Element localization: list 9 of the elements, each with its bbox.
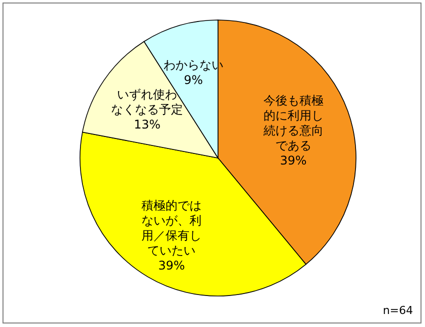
slice-label: わからない bbox=[163, 58, 224, 72]
data-label: 39% bbox=[280, 153, 307, 168]
slice-label: 積極的ではないが、利用／保有していたい bbox=[142, 198, 202, 258]
text: n=64 bbox=[382, 304, 413, 317]
data-label: 9% bbox=[184, 73, 203, 88]
slice-label: 今後も積極的に利用し続ける意向である bbox=[263, 93, 324, 152]
data-label: 39% bbox=[158, 258, 185, 273]
slice-label: いずれ使わなくなる予定 bbox=[111, 87, 184, 116]
data-label: 13% bbox=[134, 117, 161, 132]
